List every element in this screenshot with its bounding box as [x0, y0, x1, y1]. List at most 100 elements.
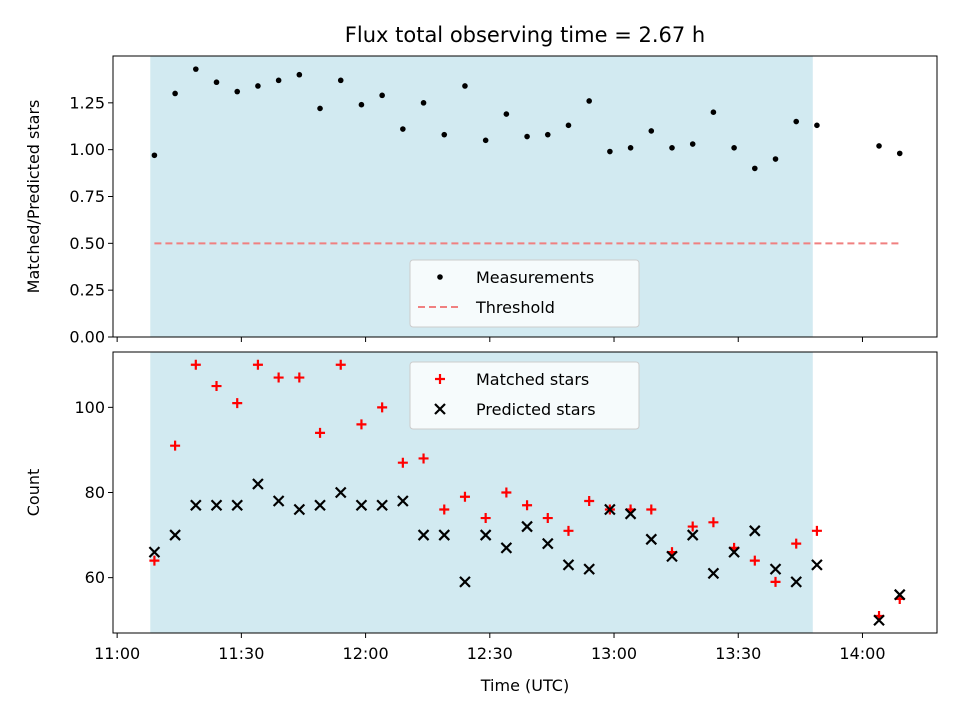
matched-stars-point	[397, 457, 408, 468]
x-tick-label: 14:00	[839, 644, 885, 663]
matched-stars-point	[377, 402, 388, 413]
measurements-point	[627, 144, 634, 151]
y-axis-title: Matched/Predicted stars	[24, 100, 43, 294]
predicted-stars-point	[666, 550, 678, 563]
predicted-stars-point	[355, 499, 368, 512]
legend-label: Measurements	[476, 268, 594, 287]
x-tick-label: 11:30	[218, 644, 264, 663]
legend-swatch	[437, 274, 443, 280]
y-tick-label: 0.25	[69, 281, 105, 300]
legend-box	[409, 361, 640, 430]
predicted-stars-point	[749, 525, 761, 537]
predicted-stars-point	[541, 537, 554, 550]
predicted-stars-point	[169, 529, 181, 541]
top-panel: 0.00 0.25 0.50 0.75 1.00 1.25 Matched/Predicte…	[24, 55, 938, 347]
legend-swatch	[435, 374, 445, 384]
measurements-point	[689, 141, 696, 147]
y-tick-label: 1.00	[69, 140, 105, 159]
measurements-point	[317, 105, 323, 112]
matched-stars-point	[501, 487, 512, 498]
matched-stars-point	[273, 372, 284, 383]
predicted-stars-point	[210, 499, 223, 512]
predicted-stars-point	[314, 499, 326, 512]
legend-box	[409, 259, 640, 328]
measurements-point	[648, 128, 655, 134]
measurements-point	[731, 144, 737, 151]
y-tick-label: 0.00	[69, 328, 105, 347]
measurements-point	[544, 131, 551, 138]
matched-stars-point	[563, 525, 574, 536]
predicted-stars-point	[272, 495, 285, 507]
measurements-point	[669, 144, 675, 151]
predicted-stars-point	[459, 576, 471, 588]
measurements-point	[565, 122, 572, 129]
measurements-point	[710, 109, 717, 115]
matched-stars-point	[459, 491, 470, 502]
measurements-point	[607, 148, 613, 155]
predicted-stars-point	[624, 508, 637, 520]
measurements-point	[482, 137, 489, 144]
x-axis-title: Time (UTC)	[480, 676, 569, 695]
matched-stars-point	[211, 381, 222, 392]
legend-swatch	[434, 403, 446, 415]
y-tick-label: 60	[85, 568, 105, 587]
matched-stars-point	[770, 576, 781, 587]
measurements-point	[400, 126, 406, 132]
measurements-point	[193, 66, 199, 72]
measurements-point	[379, 92, 385, 99]
matched-stars-point	[749, 555, 760, 566]
predicted-stars-point	[438, 529, 451, 541]
matched-stars-point	[791, 538, 802, 549]
measurements-point	[296, 71, 303, 78]
matched-stars-point	[232, 398, 243, 409]
matched-stars-point	[335, 359, 346, 370]
matched-stars-point	[542, 513, 553, 524]
legend-label: Matched stars	[476, 370, 589, 389]
matched-stars-point	[439, 504, 450, 515]
x-tick-label: 12:30	[467, 644, 513, 663]
predicted-stars-point	[334, 486, 347, 499]
predicted-stars-point	[893, 588, 906, 601]
measurements-point	[213, 79, 220, 86]
matched-stars-point	[687, 521, 698, 532]
y-tick-label: 1.25	[69, 93, 105, 112]
matched-stars-point	[170, 440, 181, 451]
predicted-stars-point	[583, 563, 595, 575]
predicted-stars-point	[417, 529, 430, 541]
matched-stars-point	[811, 525, 822, 536]
predicted-stars-point	[728, 546, 740, 558]
predicted-stars-point	[190, 499, 202, 512]
x-tick-label: 13:00	[591, 644, 637, 663]
measurements-point	[275, 77, 282, 84]
measurements-point	[752, 165, 758, 172]
x-tick-label: 12:00	[343, 644, 389, 663]
measurements-point	[814, 122, 820, 129]
measurements-point	[358, 101, 365, 108]
matched-stars-point	[190, 359, 201, 370]
matched-stars-point	[315, 427, 326, 438]
x-tick-label: 13:30	[715, 644, 761, 663]
predicted-stars-point	[686, 529, 699, 541]
predicted-stars-point	[293, 503, 306, 516]
y-tick-label: 100	[74, 398, 105, 417]
measurements-point	[772, 156, 779, 162]
predicted-stars-point	[231, 499, 243, 512]
predicted-stars-point	[873, 614, 885, 627]
predicted-stars-point	[645, 533, 658, 546]
predicted-stars-point	[252, 478, 264, 490]
chart-title: Flux total observing time = 2.67 h	[345, 23, 705, 47]
matched-stars-point	[646, 504, 657, 515]
matched-stars-point	[708, 517, 719, 528]
predicted-stars-point	[521, 520, 533, 533]
predicted-stars-point	[376, 499, 388, 512]
measurements-point	[586, 98, 592, 104]
measurements-point	[234, 88, 241, 95]
predicted-stars-point	[707, 567, 720, 580]
matched-stars-point	[294, 372, 305, 383]
predicted-stars-point	[500, 542, 513, 554]
measurements-point	[793, 118, 800, 125]
predicted-stars-point	[148, 546, 161, 558]
measurements-point	[255, 83, 261, 89]
legend-label: Threshold	[475, 298, 555, 317]
